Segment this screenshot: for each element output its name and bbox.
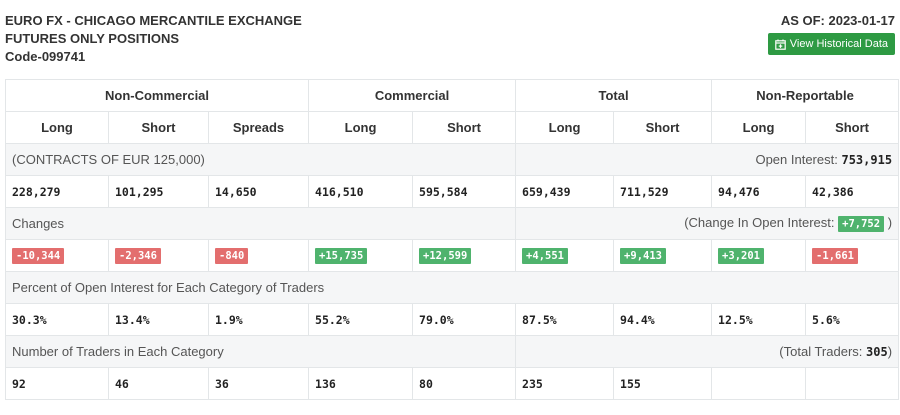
col-noncommercial-spreads: Spreads	[207, 111, 310, 144]
change-badge: +12,599	[419, 248, 472, 264]
change-badge: -840	[215, 248, 249, 264]
table-cell: 79.0%	[412, 303, 517, 336]
table-cell: -1,661	[805, 239, 900, 272]
table-cell: 5.6%	[805, 303, 900, 336]
table-cell: 235	[515, 367, 615, 400]
table-cell: 36	[207, 367, 310, 400]
open-interest-change-prefix: (Change In Open Interest:	[684, 215, 835, 230]
table-cell: 1.9%	[207, 303, 310, 336]
column-header-row: Long Short Spreads Long Short Long Short…	[5, 111, 900, 144]
traders-row: 92 46 36 136 80 235 155	[5, 367, 900, 400]
changes-label: Changes	[4, 207, 517, 240]
table-cell: 55.2%	[308, 303, 414, 336]
change-badge: -2,346	[115, 248, 161, 264]
table-cell: 94.4%	[613, 303, 713, 336]
table-cell: 13.4%	[108, 303, 209, 336]
as-of-date: AS OF: 2023-01-17	[780, 13, 895, 28]
positions-row: 228,279 101,295 14,650 416,510 595,584 6…	[5, 175, 900, 208]
percent-row: 30.3% 13.4% 1.9% 55.2% 79.0% 87.5% 94.4%…	[5, 303, 900, 336]
percent-label: Percent of Open Interest for Each Catego…	[4, 271, 900, 304]
table-cell: -10,344	[5, 239, 109, 272]
change-badge: +9,413	[620, 248, 666, 264]
traders-label: Number of Traders in Each Category	[4, 335, 517, 368]
table-cell: 136	[308, 367, 414, 400]
open-interest-change: (Change In Open Interest: +7,752 )	[515, 207, 900, 240]
total-traders: (Total Traders: 305)	[515, 335, 900, 368]
col-noncommercial-long: Long	[5, 111, 109, 144]
table-cell: 595,584	[412, 175, 517, 208]
group-nonreportable: Non-Reportable	[711, 79, 900, 112]
total-traders-suffix: )	[887, 344, 893, 359]
table-cell	[711, 367, 807, 400]
table-cell: 14,650	[207, 175, 310, 208]
group-commercial: Commercial	[308, 79, 517, 112]
col-commercial-long: Long	[308, 111, 414, 144]
table-cell: 92	[5, 367, 109, 400]
col-nonreportable-short: Short	[805, 111, 900, 144]
view-historical-data-label: View Historical Data	[789, 38, 888, 50]
table-cell: +12,599	[412, 239, 517, 272]
table-cell: 30.3%	[5, 303, 109, 336]
table-cell: 94,476	[711, 175, 807, 208]
total-traders-prefix: (Total Traders:	[779, 344, 863, 359]
table-cell: 42,386	[805, 175, 900, 208]
table-cell: -840	[207, 239, 310, 272]
table-cell: +15,735	[308, 239, 414, 272]
contracts-label: (CONTRACTS OF EUR 125,000)	[4, 143, 517, 176]
col-total-long: Long	[515, 111, 615, 144]
open-interest: Open Interest: 753,915	[515, 143, 900, 176]
change-badge: -10,344	[12, 248, 65, 264]
group-total: Total	[515, 79, 713, 112]
change-badge: +4,551	[522, 248, 568, 264]
contracts-section-row: (CONTRACTS OF EUR 125,000) Open Interest…	[4, 143, 900, 176]
table-cell: 711,529	[613, 175, 713, 208]
open-interest-value: 753,915	[841, 153, 893, 167]
change-badge: -1,661	[812, 248, 858, 264]
changes-row: -10,344 -2,346 -840 +15,735 +12,599 +4,5…	[5, 239, 900, 272]
change-badge: +3,201	[718, 248, 764, 264]
category-header-row: Non-Commercial Commercial Total Non-Repo…	[4, 79, 900, 112]
calendar-icon	[774, 39, 786, 50]
changes-section-row: Changes (Change In Open Interest: +7,752…	[4, 207, 900, 240]
table-cell: 101,295	[108, 175, 209, 208]
open-interest-change-suffix: )	[887, 215, 893, 230]
open-interest-label: Open Interest:	[755, 152, 838, 167]
table-cell: 87.5%	[515, 303, 615, 336]
table-cell: +3,201	[711, 239, 807, 272]
report-code: Code-099741	[5, 49, 86, 64]
table-cell	[805, 367, 900, 400]
table-cell: +9,413	[613, 239, 713, 272]
table-cell: 228,279	[5, 175, 109, 208]
table-cell: 155	[613, 367, 713, 400]
table-cell: 80	[412, 367, 517, 400]
open-interest-change-badge: +7,752	[838, 216, 885, 232]
cot-positions-table: Non-Commercial Commercial Total Non-Repo…	[4, 79, 900, 400]
col-commercial-short: Short	[412, 111, 517, 144]
col-nonreportable-long: Long	[711, 111, 807, 144]
col-total-short: Short	[613, 111, 713, 144]
table-cell: 12.5%	[711, 303, 807, 336]
report-title: EURO FX - CHICAGO MERCANTILE EXCHANGE FU…	[5, 12, 302, 66]
col-noncommercial-short: Short	[108, 111, 209, 144]
table-cell: 46	[108, 367, 209, 400]
traders-section-row: Number of Traders in Each Category (Tota…	[4, 335, 900, 368]
view-historical-data-button[interactable]: View Historical Data	[767, 33, 895, 55]
group-noncommercial: Non-Commercial	[4, 79, 310, 112]
table-cell: 659,439	[515, 175, 615, 208]
table-cell: 416,510	[308, 175, 414, 208]
table-cell: -2,346	[108, 239, 209, 272]
title-line-1: EURO FX - CHICAGO MERCANTILE EXCHANGE	[5, 13, 302, 28]
change-badge: +15,735	[315, 248, 368, 264]
table-cell: +4,551	[515, 239, 615, 272]
title-line-2: FUTURES ONLY POSITIONS	[5, 31, 180, 46]
percent-section-row: Percent of Open Interest for Each Catego…	[4, 271, 900, 304]
total-traders-value: 305	[866, 345, 888, 359]
